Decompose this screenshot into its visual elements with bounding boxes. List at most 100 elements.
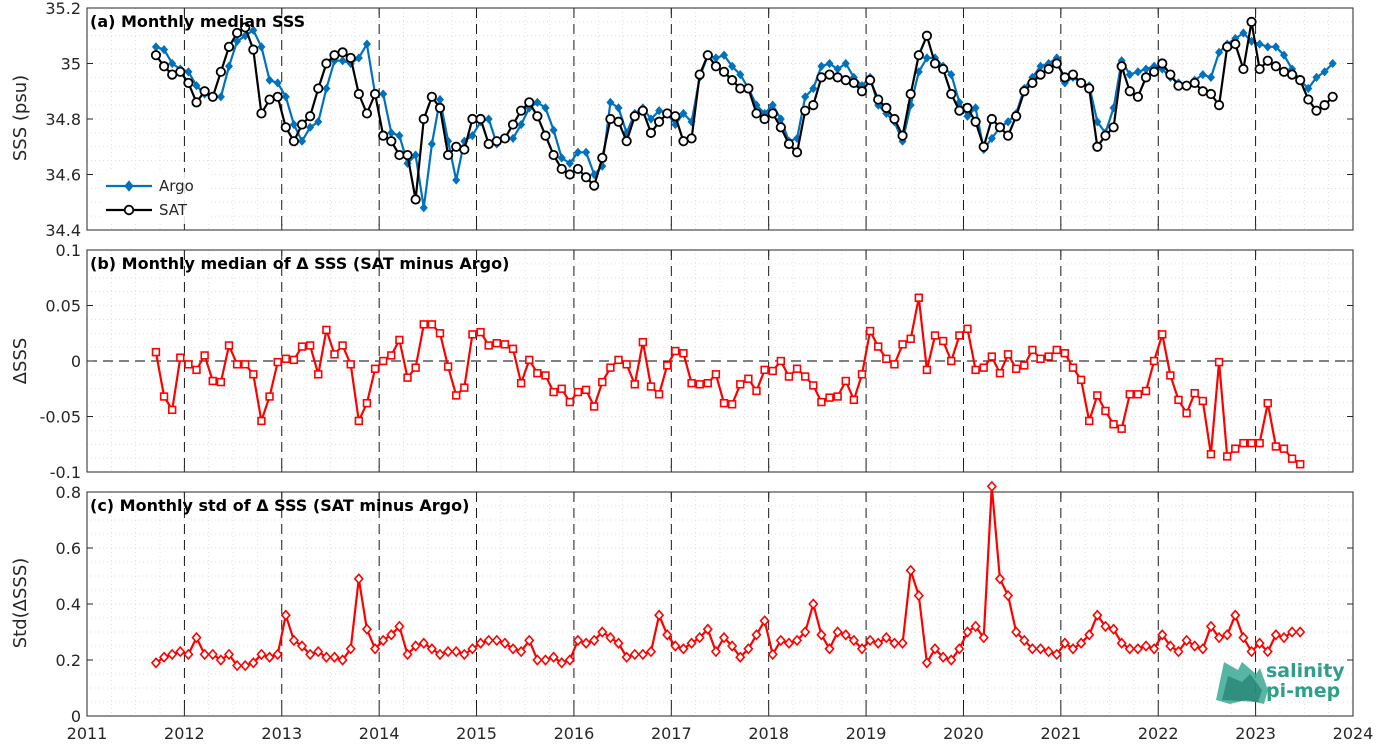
- data-point: [468, 131, 477, 141]
- data-point: [427, 139, 436, 149]
- data-point: [573, 147, 582, 157]
- data-point: [1279, 444, 1289, 453]
- data-point: [1027, 643, 1038, 655]
- data-point: [199, 648, 210, 661]
- data-point: [783, 138, 795, 150]
- data-point: [751, 108, 762, 119]
- ytick-label: 0: [71, 707, 81, 726]
- xtick-label: 2012: [164, 724, 205, 743]
- data-point: [825, 58, 834, 69]
- data-point: [670, 640, 681, 652]
- data-point: [434, 648, 446, 661]
- data-point: [475, 637, 486, 649]
- ytick-label: 35: [61, 55, 81, 74]
- data-point: [305, 341, 315, 350]
- data-point: [1124, 86, 1135, 97]
- xtick-label: 2018: [748, 724, 789, 743]
- ytick-label: 0.8: [56, 483, 81, 502]
- data-point: [386, 629, 397, 641]
- data-point: [354, 53, 363, 63]
- data-point: [1295, 626, 1306, 638]
- data-point: [695, 380, 704, 389]
- data-point: [499, 133, 511, 144]
- data-point: [881, 631, 892, 644]
- data-point: [346, 360, 355, 369]
- data-point: [265, 75, 274, 85]
- data-point: [1092, 609, 1103, 621]
- data-point: [1076, 77, 1087, 89]
- data-point: [322, 83, 331, 94]
- data-point: [572, 634, 584, 647]
- data-point: [727, 75, 738, 86]
- data-point: [1133, 67, 1142, 77]
- data-point: [816, 72, 827, 83]
- data-point: [541, 103, 550, 113]
- data-point: [775, 634, 786, 647]
- xtick-label: 2023: [1235, 724, 1276, 743]
- data-point: [232, 659, 243, 672]
- data-point: [1270, 61, 1281, 72]
- data-point: [379, 89, 388, 99]
- data-point: [1132, 643, 1143, 655]
- data-point: [313, 83, 324, 94]
- data-point: [1116, 637, 1127, 649]
- panel-c-ylabel: Std(ΔSSS): [10, 558, 31, 649]
- data-point: [735, 651, 746, 663]
- data-point: [329, 50, 340, 61]
- data-point: [1076, 375, 1086, 385]
- data-point: [467, 113, 478, 125]
- panel-1-series: [151, 293, 1305, 469]
- data-point: [1279, 50, 1289, 60]
- data-point: [362, 39, 371, 49]
- xtick-label: 2021: [1040, 724, 1081, 743]
- data-point: [1166, 371, 1175, 380]
- data-point: [994, 573, 1006, 585]
- data-point: [224, 61, 234, 71]
- data-point: [694, 69, 705, 80]
- data-point: [491, 136, 502, 147]
- data-point: [516, 105, 527, 116]
- data-point: [468, 330, 477, 339]
- data-point: [1067, 69, 1079, 80]
- data-point: [994, 122, 1006, 133]
- data-point: [954, 105, 965, 116]
- data-point: [654, 609, 665, 621]
- data-point: [386, 136, 397, 147]
- data-point: [1027, 77, 1038, 89]
- data-point: [606, 97, 615, 107]
- data-point: [1205, 88, 1217, 100]
- data-point: [288, 136, 300, 147]
- data-point: [565, 158, 574, 169]
- data-point: [1093, 117, 1102, 127]
- data-point: [175, 645, 186, 658]
- data-point: [306, 122, 315, 132]
- data-point: [1174, 395, 1183, 405]
- data-point: [1303, 94, 1314, 105]
- data-point: [224, 341, 234, 350]
- xtick-label: 2020: [943, 724, 984, 743]
- data-point: [1051, 648, 1062, 661]
- data-point: [1239, 28, 1248, 38]
- data-point: [1052, 345, 1061, 355]
- data-point: [305, 111, 316, 122]
- data-point: [743, 83, 754, 94]
- data-point: [361, 623, 373, 635]
- data-point: [1319, 100, 1330, 111]
- data-point: [1101, 406, 1110, 416]
- ytick-label: 0.05: [45, 297, 81, 316]
- logo-mark-shade: [1222, 674, 1262, 702]
- data-point: [329, 651, 340, 663]
- data-point: [645, 645, 657, 658]
- data-point: [369, 643, 381, 655]
- data-point: [353, 88, 364, 100]
- data-point: [1011, 111, 1022, 122]
- data-point: [305, 648, 316, 661]
- data-point: [395, 131, 404, 141]
- data-point: [249, 370, 258, 379]
- data-point: [1230, 38, 1241, 50]
- data-point: [378, 130, 389, 141]
- data-point: [419, 203, 428, 213]
- data-point: [1003, 350, 1013, 359]
- data-point: [768, 366, 777, 376]
- data-point: [1213, 631, 1225, 644]
